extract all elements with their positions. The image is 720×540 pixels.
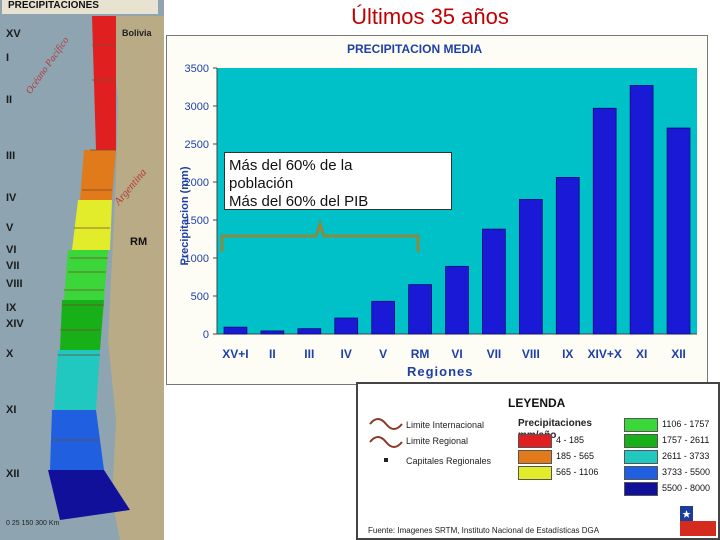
region-label-vi: VI [6, 244, 17, 256]
legend-precip-title-1: Precipitaciones [518, 418, 592, 429]
legend-range-label: 185 - 565 [556, 451, 595, 461]
legend-range-label: 2611 - 3733 [662, 451, 710, 461]
region-label-ii: II [6, 94, 13, 106]
legend-capitals: Capitales Regionales [406, 456, 492, 466]
bar-xii [666, 127, 691, 335]
x-tick-label: XI [636, 347, 647, 361]
chile-precipitation-map: PRECIPITACIONES Bolivia Océano Pacífico … [0, 0, 164, 540]
x-tick-label: II [269, 347, 276, 361]
legend-regional-boundary: Limite Regional [406, 436, 469, 446]
legend-range-label: 1757 - 2611 [662, 435, 710, 445]
bar-vi [445, 265, 469, 335]
callout-line-1: Más del 60% de la [229, 157, 353, 174]
bar-v [371, 300, 395, 335]
legend-range-label: 3733 - 5500 [662, 467, 711, 477]
bar-viii [518, 199, 543, 335]
regional-boundary-icon [369, 436, 403, 448]
x-axis-label: Regiones [407, 364, 474, 379]
x-tick-label: XIV+X [588, 347, 622, 361]
legend-title: LEYENDA [508, 396, 566, 410]
population-callout: Más del 60% de la población Más del 60% … [224, 152, 452, 210]
x-tick-label: VII [487, 347, 502, 361]
x-tick-label: V [379, 347, 387, 361]
map-graphic [0, 0, 164, 540]
region-label-iv: IV [6, 192, 17, 204]
region-label-xi: XI [6, 404, 17, 416]
callout-line-3: Más del 60% del PIB [229, 193, 369, 210]
rm-label: RM [130, 236, 148, 248]
region-label-xv: XV [6, 28, 21, 40]
legend-range-label: 565 - 1106 [556, 467, 599, 477]
callout-line-2: población [229, 175, 294, 192]
legend-swatch [518, 450, 552, 464]
legend-swatch [518, 434, 552, 448]
y-tick-label: 500 [191, 291, 209, 303]
region-label-v: V [6, 222, 14, 234]
bar-ix [555, 177, 580, 335]
chile-flag-icon [680, 506, 716, 536]
legend-intl-boundary: Limite Internacional [406, 420, 485, 430]
capital-dot-icon [384, 458, 388, 462]
region-label-ix: IX [6, 302, 17, 314]
legend-source: Fuente: Imagenes SRTM, Instituto Naciona… [368, 526, 600, 535]
page-title: Últimos 35 años [351, 4, 509, 29]
legend-panel: LEYENDA Limite Internacional Limite Regi… [356, 382, 720, 540]
map-header: PRECIPITACIONES [2, 0, 158, 14]
legend-swatch [624, 466, 658, 480]
x-tick-label: RM [411, 347, 430, 361]
y-tick-label: 2500 [185, 139, 209, 151]
region-label-xii: XII [6, 468, 20, 480]
region-label-vii: VII [6, 260, 20, 272]
x-tick-label: VI [451, 347, 462, 361]
bar-iii [297, 328, 322, 335]
y-tick-label: 1000 [185, 253, 209, 265]
bar-xv-i [223, 326, 248, 335]
y-tick-label: 1500 [185, 215, 209, 227]
region-label-x: X [6, 348, 14, 360]
legend-swatch [624, 482, 658, 496]
international-boundary-icon [369, 418, 403, 430]
x-tick-label: VIII [522, 347, 540, 361]
bar-ii [260, 330, 285, 335]
legend-swatch [624, 418, 658, 432]
bolivia-label: Bolivia [122, 28, 152, 38]
x-tick-label: IV [341, 347, 352, 361]
map-scale: 0 25 150 300 Km [6, 520, 60, 527]
legend-swatch [624, 450, 658, 464]
boundary-line-icons [369, 418, 403, 462]
region-label-i: I [6, 52, 10, 64]
bar-xiv-x [592, 107, 617, 335]
y-tick-label: 3500 [185, 63, 209, 75]
region-label-viii: VIII [6, 278, 23, 290]
y-tick-label: 0 [203, 329, 209, 341]
chart-title: PRECIPITACION MEDIA [347, 42, 483, 56]
legend-swatch [624, 434, 658, 448]
x-tick-label: XII [671, 347, 686, 361]
bar-vii [482, 228, 506, 335]
x-tick-label: XV+I [222, 347, 248, 361]
legend-range-label: 1106 - 1757 [662, 419, 710, 429]
bar-xi [629, 85, 654, 335]
y-tick-label: 3000 [185, 101, 209, 113]
x-tick-label: III [304, 347, 314, 361]
region-label-xiv: XIV [6, 318, 24, 330]
x-tick-label: IX [562, 347, 573, 361]
legend-range-label: 5500 - 8000 [662, 483, 711, 493]
region-label-iii: III [6, 150, 16, 162]
legend-swatch [518, 466, 552, 480]
legend-range-label: 4 - 185 [556, 435, 585, 445]
y-tick-label: 2000 [185, 177, 209, 189]
bar-rm [408, 284, 432, 335]
bar-iv [334, 317, 359, 335]
